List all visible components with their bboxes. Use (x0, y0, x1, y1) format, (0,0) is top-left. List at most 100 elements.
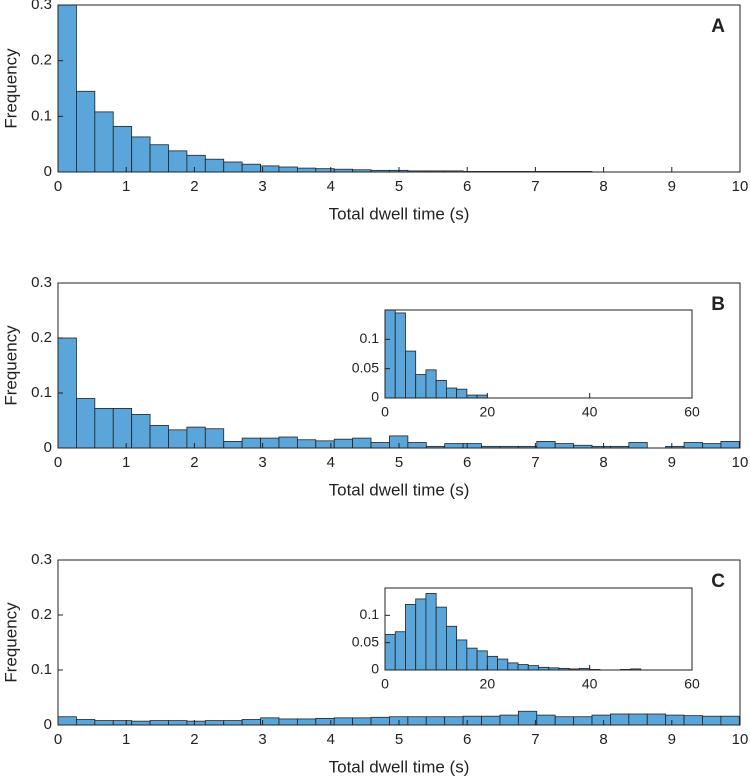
bar (425, 593, 437, 671)
bar (435, 379, 447, 399)
bar (241, 437, 261, 449)
bar (702, 715, 722, 726)
bar (481, 715, 501, 726)
x-tick-label: 10 (732, 454, 749, 471)
x-tick-label: 9 (668, 731, 676, 748)
bar (204, 158, 225, 173)
bar (76, 719, 96, 726)
bar (260, 717, 280, 726)
bar (405, 350, 417, 399)
bar (536, 440, 556, 449)
bar (507, 662, 519, 671)
bar (186, 720, 206, 726)
x-tick-label: 0 (381, 676, 389, 692)
x-tick-label: 4 (327, 178, 335, 195)
x-tick-label: 1 (122, 178, 130, 195)
x-tick-label: 0 (54, 454, 62, 471)
x-tick-label: 7 (531, 731, 539, 748)
axes-box (384, 587, 693, 671)
x-tick-label: 3 (258, 178, 266, 195)
x-tick-label: 40 (582, 404, 598, 420)
x-axis-label: Total dwell time (s) (329, 757, 470, 776)
bar (394, 631, 406, 671)
bar (57, 716, 77, 726)
bar (554, 716, 574, 726)
x-tick-label: 3 (258, 731, 266, 748)
y-tick-label: 0.1 (31, 384, 52, 401)
bar (499, 714, 519, 726)
bar (384, 309, 396, 399)
x-tick-label: 20 (480, 676, 496, 692)
x-tick-label: 6 (463, 731, 471, 748)
bar (445, 387, 458, 399)
bar (333, 717, 354, 726)
x-tick-label: 10 (732, 178, 749, 195)
x-tick-label: 6 (463, 178, 471, 195)
bar (131, 136, 151, 173)
bar (415, 598, 427, 671)
bar (610, 713, 630, 726)
bar (405, 604, 417, 671)
y-tick-label: 0.1 (360, 606, 380, 622)
y-tick-label: 0 (371, 661, 379, 677)
bar (168, 150, 188, 173)
x-tick-label: 8 (599, 731, 607, 748)
bar (149, 144, 169, 173)
bar (131, 414, 151, 449)
x-tick-label: 4 (327, 731, 335, 748)
y-tick-label: 0.05 (352, 359, 379, 375)
bar (241, 719, 261, 726)
bar (296, 167, 317, 173)
y-tick-label: 0 (44, 439, 52, 456)
bar (223, 161, 243, 173)
bar (517, 710, 538, 726)
bar (241, 163, 261, 173)
bar (57, 4, 77, 173)
bar (204, 428, 225, 449)
bar (527, 665, 539, 671)
y-axis-label: Frequency (1, 325, 20, 406)
bar (517, 664, 529, 671)
bar (720, 715, 740, 726)
x-tick-label: 1 (122, 454, 130, 471)
bar (352, 437, 372, 449)
x-tick-label: 8 (599, 178, 607, 195)
bar (168, 720, 188, 726)
bar (168, 429, 188, 449)
bar (702, 443, 722, 449)
bar (646, 713, 667, 726)
x-tick-label: 0 (381, 404, 389, 420)
bar (384, 634, 396, 671)
bar (315, 718, 335, 726)
bar (278, 166, 298, 173)
bar (94, 720, 114, 726)
bar (278, 436, 298, 449)
bar (445, 625, 458, 671)
panel-label: C (711, 571, 725, 592)
plot-area (58, 5, 740, 172)
x-tick-label: 5 (395, 454, 403, 471)
y-axis-label: Frequency (1, 48, 20, 129)
bar (370, 716, 390, 726)
y-axis-label: Frequency (1, 602, 20, 683)
y-tick-label: 0 (44, 716, 52, 733)
bar (223, 720, 243, 726)
axes-box (384, 309, 693, 399)
bar (149, 425, 169, 449)
bar (394, 312, 406, 399)
bar (486, 655, 498, 671)
bar (352, 717, 372, 726)
y-tick-label: 0.3 (31, 0, 52, 13)
bar (186, 426, 206, 449)
y-tick-label: 0.3 (31, 274, 52, 291)
panel-label: B (711, 294, 725, 315)
bar (333, 438, 354, 449)
y-tick-label: 0.2 (31, 52, 52, 69)
bar (94, 407, 114, 449)
y-tick-label: 0.1 (31, 107, 52, 124)
bar (112, 125, 133, 173)
bar (536, 714, 556, 726)
bar (425, 369, 437, 399)
bar (628, 713, 648, 726)
